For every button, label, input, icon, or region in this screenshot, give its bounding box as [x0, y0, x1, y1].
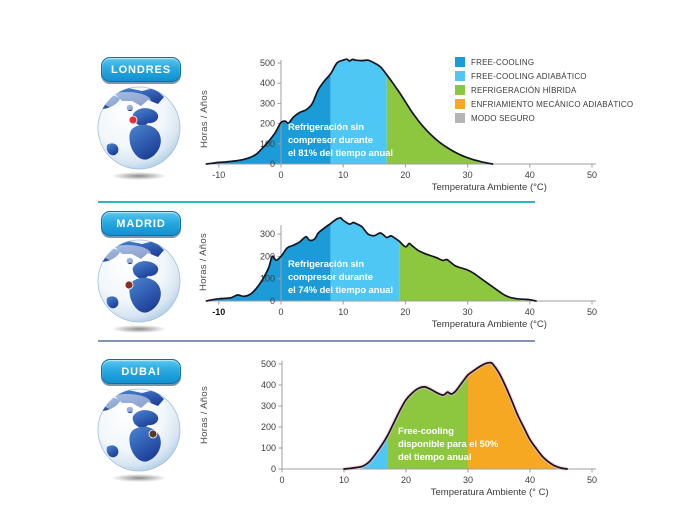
svg-text:40: 40: [525, 307, 535, 317]
svg-text:200: 200: [260, 119, 275, 129]
svg-text:100: 100: [261, 443, 276, 453]
swatch-free-cooling-adiabatico-icon: [455, 71, 465, 81]
legend: FREE-COOLING FREE-COOLING ADIABÁTICO REF…: [455, 57, 633, 123]
globe-londres-icon: [96, 85, 182, 171]
svg-text:0: 0: [279, 475, 284, 485]
chart-madrid: -10 0 10 20 30 40 50 0 100 200 300 Temperatura Ambi…: [205, 217, 597, 330]
svg-text:10: 10: [338, 170, 348, 180]
svg-text:30: 30: [463, 307, 473, 317]
legend-label: REFRIGERACIÓN HÍBRIDA: [471, 85, 577, 95]
city-badge-madrid: MADRID: [101, 211, 181, 236]
svg-text:400: 400: [260, 78, 275, 88]
svg-text:Temperatura Ambiente (° C): Temperatura Ambiente (° C): [431, 487, 549, 498]
svg-text:200: 200: [261, 422, 276, 432]
globe-shadow: [111, 474, 167, 482]
svg-text:-10: -10: [212, 307, 225, 317]
globe-shadow: [111, 325, 167, 333]
svg-text:200: 200: [260, 251, 275, 261]
svg-text:300: 300: [260, 98, 275, 108]
svg-text:0: 0: [270, 159, 275, 169]
svg-text:300: 300: [260, 229, 275, 239]
svg-text:0: 0: [278, 170, 283, 180]
svg-text:500: 500: [260, 58, 275, 68]
svg-text:300: 300: [261, 401, 276, 411]
section-divider-top: [98, 201, 535, 203]
legend-item-enfriamiento-mecanico: ENFRIAMIENTO MECÁNICO ADIABÁTICO: [455, 99, 633, 109]
annotation-madrid: Refrigeración sin compresor durante el 7…: [288, 259, 393, 296]
annotation-dubai: Free-cooling disponible para el 50% del …: [398, 426, 499, 463]
legend-label: ENFRIAMIENTO MECÁNICO ADIABÁTICO: [471, 99, 634, 109]
svg-text:-10: -10: [212, 170, 225, 180]
globe-madrid-icon: [96, 238, 182, 324]
svg-text:40: 40: [525, 170, 535, 180]
svg-text:50: 50: [587, 307, 597, 317]
svg-text:400: 400: [261, 380, 276, 390]
svg-text:100: 100: [260, 274, 275, 284]
legend-label: MODO SEGURO: [471, 113, 535, 123]
svg-text:20: 20: [401, 475, 411, 485]
svg-text:50: 50: [587, 475, 597, 485]
svg-text:0: 0: [271, 464, 276, 474]
svg-text:20: 20: [400, 170, 410, 180]
swatch-refrigeracion-hibrida-icon: [455, 85, 465, 95]
section-divider-bottom: [98, 340, 535, 342]
swatch-free-cooling-icon: [455, 57, 465, 67]
swatch-modo-seguro-icon: [455, 113, 465, 123]
svg-text:50: 50: [587, 170, 597, 180]
svg-text:Temperatura Ambiente (°C): Temperatura Ambiente (°C): [432, 319, 547, 330]
svg-text:30: 30: [463, 475, 473, 485]
svg-text:0: 0: [278, 307, 283, 317]
legend-item-free-cooling: FREE-COOLING: [455, 57, 633, 67]
legend-label: FREE-COOLING: [471, 57, 535, 67]
legend-item-modo-seguro: MODO SEGURO: [455, 113, 633, 123]
svg-text:30: 30: [463, 170, 473, 180]
svg-text:0: 0: [270, 296, 275, 306]
city-badge-londres: LONDRES: [101, 57, 181, 82]
legend-item-free-cooling-adiabatico: FREE-COOLING ADIABÁTICO: [455, 71, 633, 81]
swatch-enfriamiento-mecanico-adiabatico-icon: [455, 99, 465, 109]
svg-text:40: 40: [525, 475, 535, 485]
svg-text:500: 500: [261, 359, 276, 369]
chart-londres: -10 0 10 20 30 40 500100200300400500Temperatur…: [205, 58, 597, 193]
globe-shadow: [111, 172, 167, 180]
legend-label: FREE-COOLING ADIABÁTICO: [471, 71, 587, 81]
globe-dubai-icon: [96, 387, 182, 473]
svg-text:10: 10: [339, 475, 349, 485]
annotation-londres: Refrigeración sin compresor durante el 8…: [288, 122, 393, 159]
svg-text:10: 10: [338, 307, 348, 317]
legend-item-refrigeracion-hibrida: REFRIGERACIÓN HÍBRIDA: [455, 85, 633, 95]
svg-text:Temperatura Ambiente (°C): Temperatura Ambiente (°C): [432, 182, 547, 193]
svg-text:20: 20: [400, 307, 410, 317]
city-badge-dubai: DUBAI: [101, 359, 181, 384]
